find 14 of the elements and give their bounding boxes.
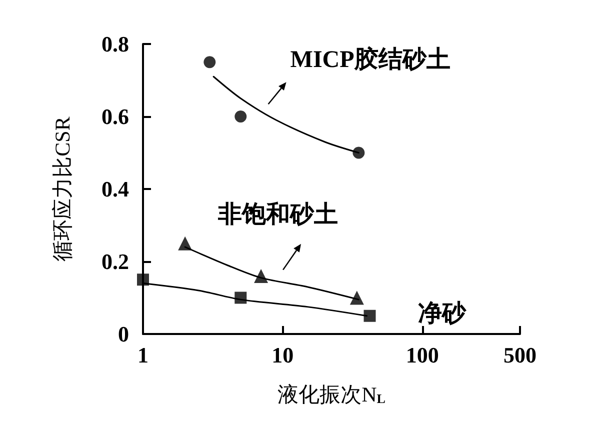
y-axis-title: 循环应力比CSR [50,116,74,262]
x-axis-title: 液化振次NL [278,382,386,406]
text: MICP胶结砂土 [290,46,450,74]
series-label: 净砂 [418,300,467,327]
x-tick-label: 10 [272,342,294,368]
y-tick-label: 0.6 [102,104,129,129]
x-tick-label: 500 [504,342,536,368]
y-tick-label: 0 [118,322,129,346]
x-tick-label: 1 [138,342,148,368]
y-tick-label: 0.8 [102,32,129,56]
x-tick-label: 100 [406,342,439,368]
series-label: 非饱和砂土 [217,200,338,228]
y-tick-label: 0.4 [102,176,129,202]
y-tick-label: 0.2 [102,249,129,274]
